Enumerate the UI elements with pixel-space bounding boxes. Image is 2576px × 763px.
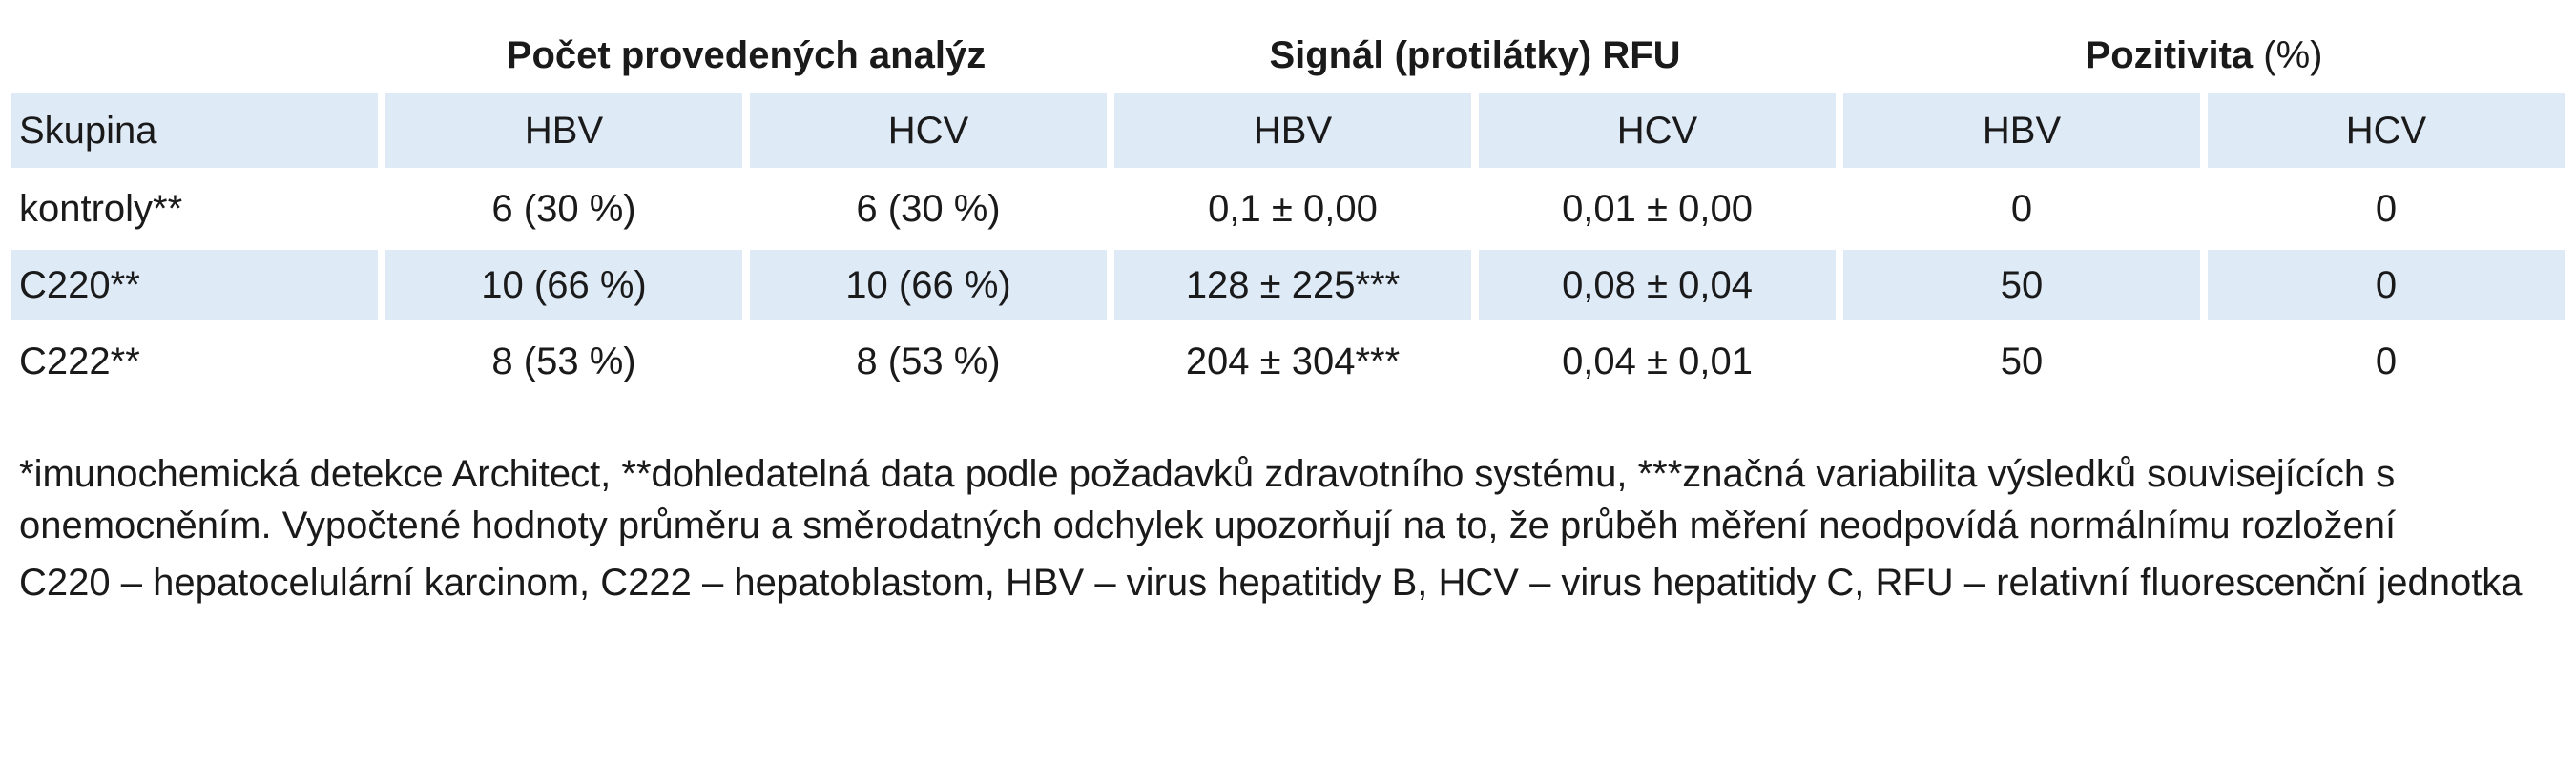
table-row: kontroly** 6 (30 %) 6 (30 %) 0,1 ± 0,00 …	[11, 174, 2565, 244]
cell-group: kontroly**	[19, 188, 183, 230]
cell-signal-hcv: 0,04 ± 0,01	[1562, 340, 1753, 382]
column-header-signal-hbv: HBV	[1114, 93, 1471, 168]
group-header-empty	[11, 23, 378, 88]
cell-analyses-hcv: 10 (66 %)	[750, 250, 1107, 320]
cell-positivity-hbv: 50	[2000, 340, 2044, 382]
cell-group: C222**	[19, 340, 140, 382]
cell-positivity-hcv: 0	[2208, 250, 2566, 320]
cell-positivity-hbv: 50	[1843, 250, 2201, 320]
cell-signal-hcv: 0,01 ± 0,00	[1562, 188, 1753, 230]
cell-positivity-hcv: 0	[2375, 188, 2398, 230]
cell-analyses-hcv: 6 (30 %)	[856, 188, 1001, 230]
group-header-signal: Signál (protilátky) RFU	[1269, 34, 1681, 76]
cell-signal-hbv: 128 ± 225***	[1114, 250, 1471, 320]
cell-signal-hcv: 0,08 ± 0,04	[1479, 250, 1837, 320]
column-header-group: Skupina	[11, 93, 378, 168]
group-header-positivity-unit: (%)	[2263, 34, 2323, 76]
column-header-positivity-hcv: HCV	[2208, 93, 2566, 168]
cell-signal-hbv: 204 ± 304***	[1185, 340, 1401, 382]
column-header-positivity-hbv: HBV	[1843, 93, 2201, 168]
column-header-row: Skupina HBV HCV HBV HCV HBV HCV	[11, 93, 2566, 168]
column-header-analyses-hcv: HCV	[750, 93, 1107, 168]
group-header-positivity: Pozitivita (%)	[1843, 23, 2565, 88]
cell-positivity-hbv: 0	[2010, 188, 2033, 230]
abbreviations-text: C220 – hepatocelulární karcinom, C222 – …	[19, 562, 2523, 604]
column-header-analyses-hbv: HBV	[385, 93, 742, 168]
table-row: C220** 10 (66 %) 10 (66 %) 128 ± 225*** …	[11, 250, 2566, 320]
column-header-signal-hcv: HCV	[1479, 93, 1837, 168]
cell-positivity-hcv: 0	[2375, 340, 2398, 382]
group-header-row: Počet provedených analýz Signál (protilá…	[11, 23, 2565, 88]
cell-analyses-hbv: 6 (30 %)	[491, 188, 636, 230]
cell-analyses-hbv: 10 (66 %)	[385, 250, 742, 320]
table-notes: *imunochemická detekce Architect, **dohl…	[19, 448, 2557, 614]
results-table: Počet provedených analýz Signál (protilá…	[4, 17, 2572, 402]
cell-signal-hbv: 0,1 ± 0,00	[1208, 188, 1378, 230]
cell-group: C220**	[11, 250, 378, 320]
group-header-positivity-label: Pozitivita	[2085, 34, 2254, 76]
group-header-analyses: Počet provedených analýz	[506, 34, 987, 76]
footnote-text: *imunochemická detekce Architect, **dohl…	[19, 453, 2397, 546]
results-table-container: Počet provedených analýz Signál (protilá…	[11, 17, 2566, 402]
cell-analyses-hbv: 8 (53 %)	[491, 340, 636, 382]
table-row: C222** 8 (53 %) 8 (53 %) 204 ± 304*** 0,…	[11, 326, 2565, 397]
cell-analyses-hcv: 8 (53 %)	[856, 340, 1001, 382]
